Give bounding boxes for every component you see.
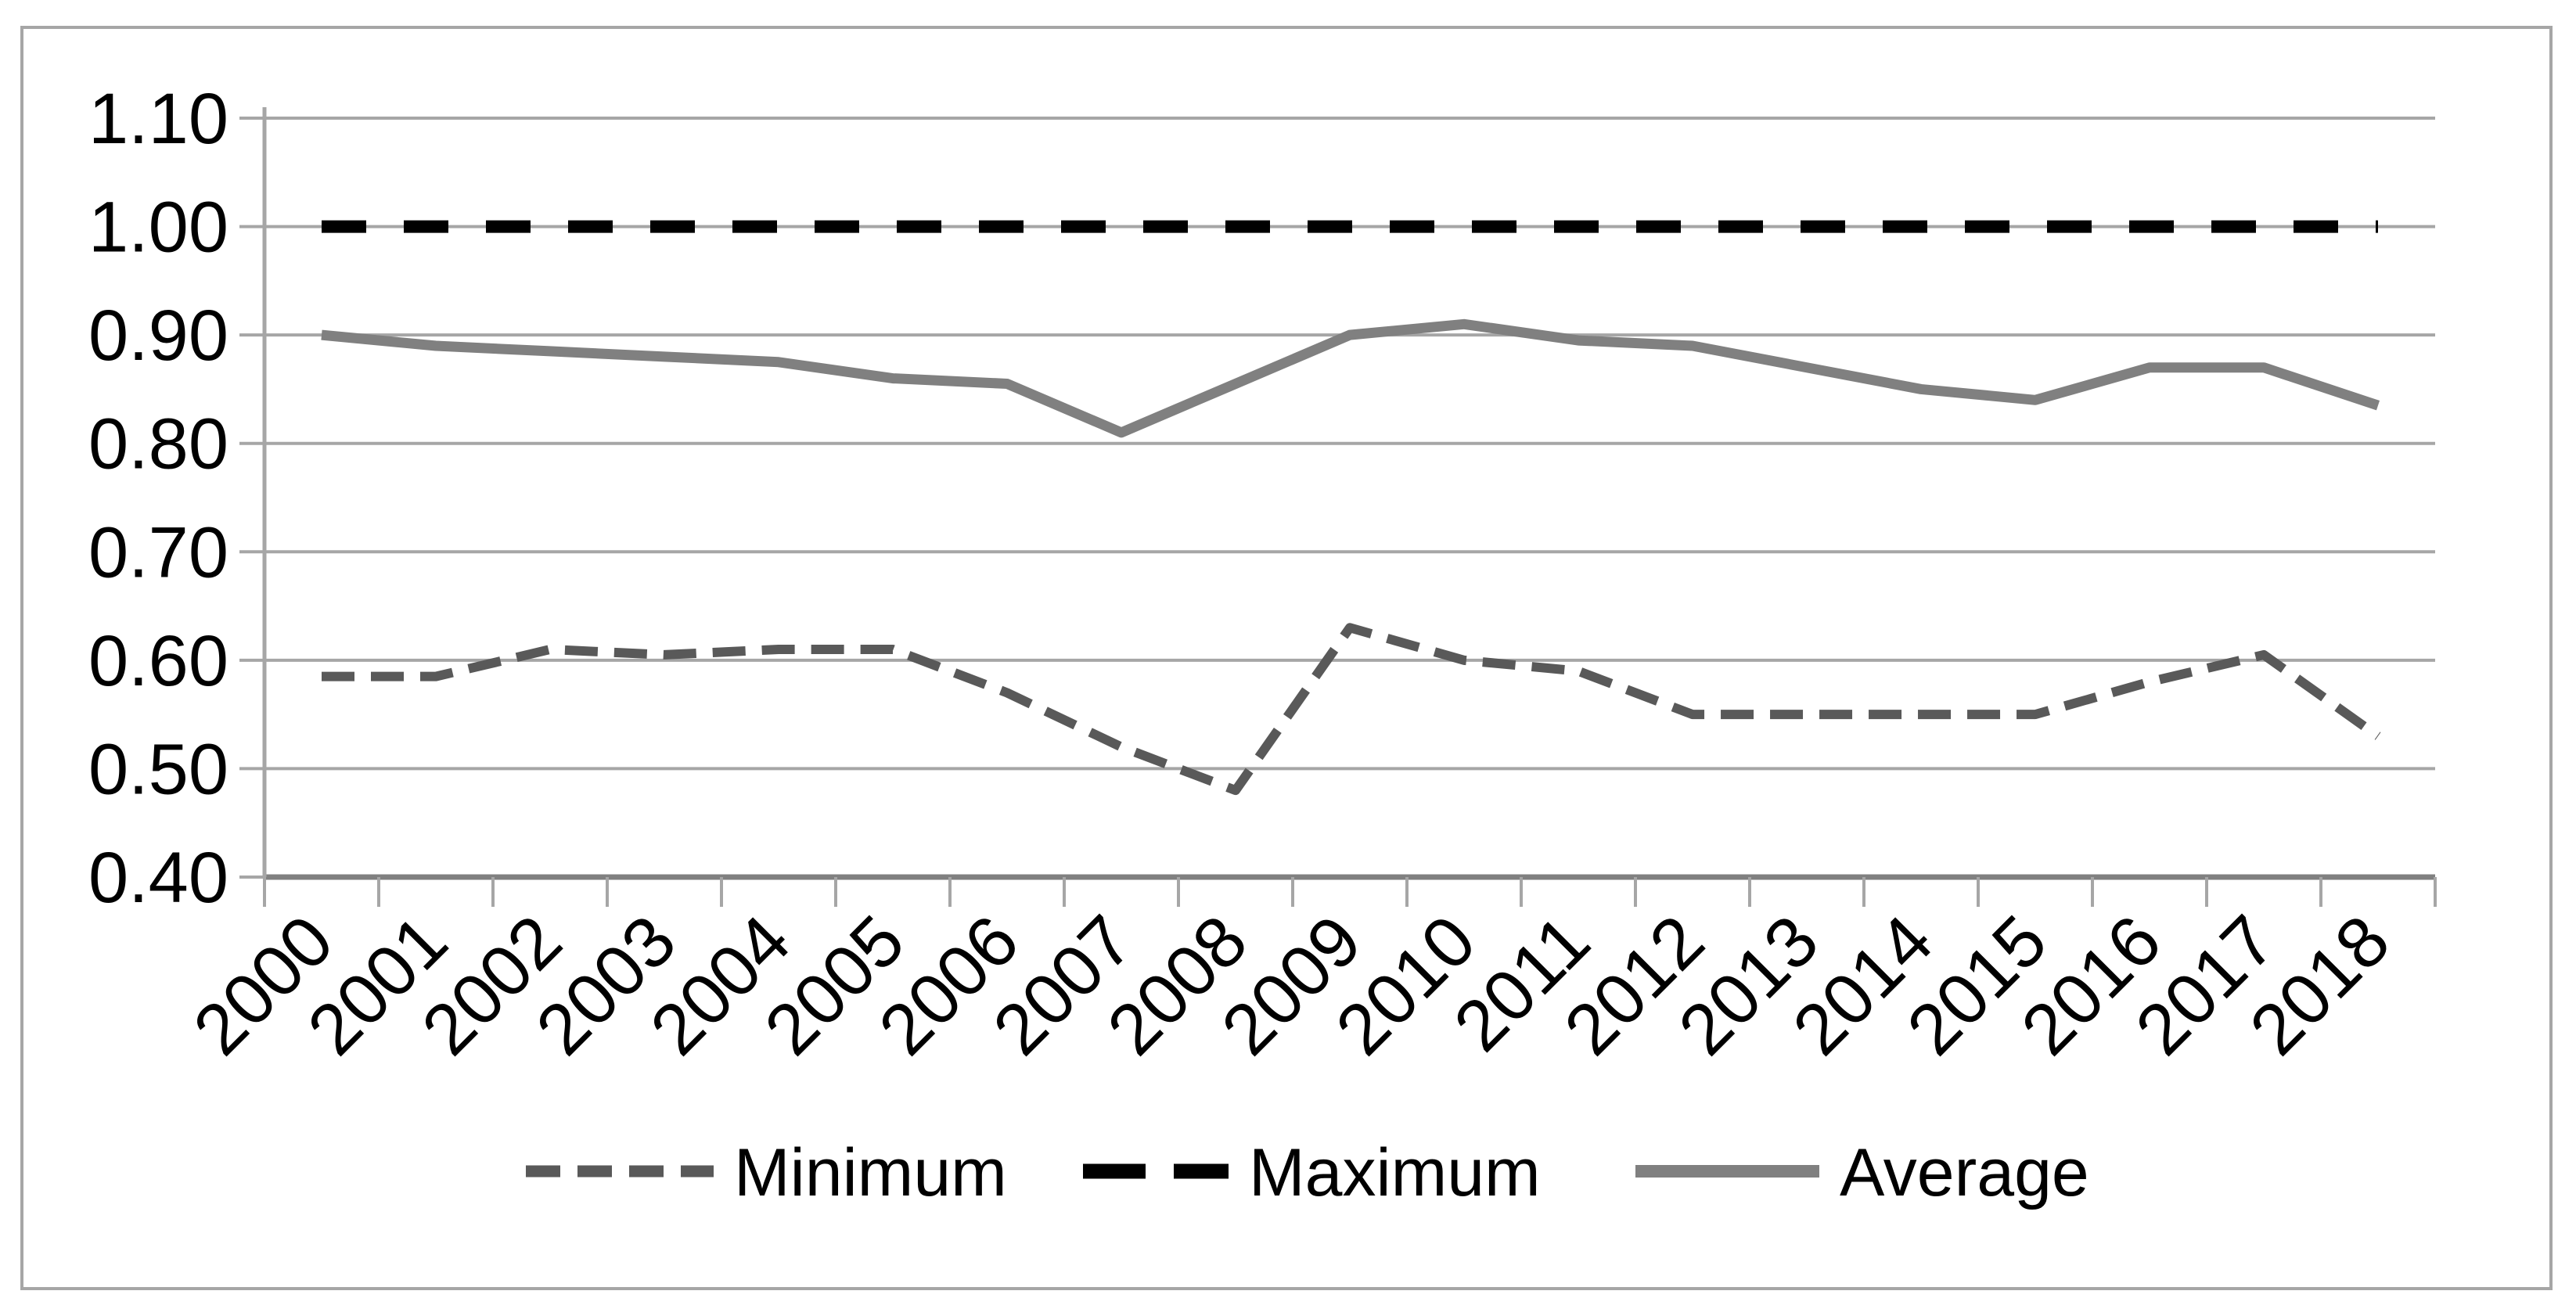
legend-label-maximum: Maximum [1249, 1135, 1541, 1210]
y-axis-label: 0.90 [88, 296, 228, 376]
series-minimum-line [322, 623, 2381, 796]
y-axis-label: 0.40 [88, 838, 228, 918]
series-average-line [321, 318, 2380, 438]
y-axis-label: 0.60 [88, 621, 228, 701]
legend-label-minimum: Minimum [734, 1135, 1007, 1210]
figure-border [20, 26, 2553, 1290]
y-axis-label: 1.00 [88, 188, 228, 268]
y-axis-label: 0.80 [88, 405, 228, 484]
y-axis-label: 0.50 [88, 729, 228, 809]
y-axis-label: 0.70 [88, 512, 228, 592]
y-axis-label: 1.10 [88, 79, 228, 159]
legend-label-average: Average [1840, 1135, 2089, 1210]
